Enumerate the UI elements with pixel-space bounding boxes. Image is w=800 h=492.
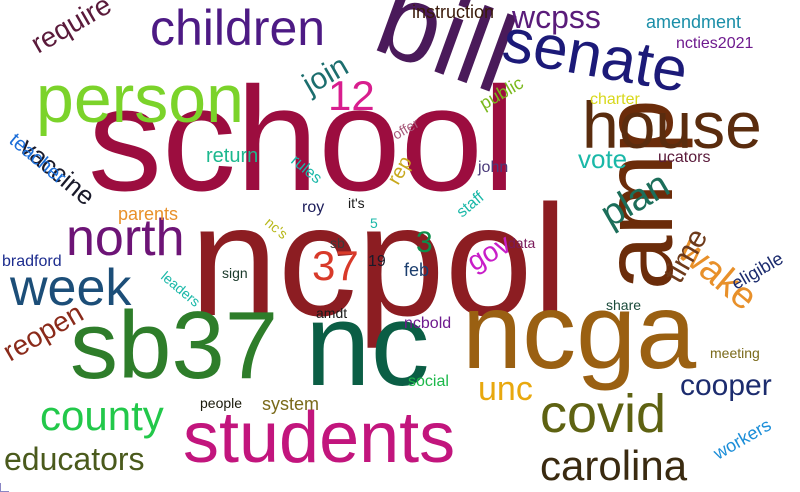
- word-sb37: sb37: [70, 292, 278, 399]
- word-it-s: it's: [348, 195, 365, 211]
- word-amp: amp: [583, 99, 693, 290]
- corner-mark: [0, 483, 9, 492]
- word-workers: workers: [709, 415, 774, 464]
- word-system: system: [262, 394, 319, 414]
- word-share: share: [606, 297, 641, 313]
- word-amendment: amendment: [646, 12, 741, 32]
- word-parents: parents: [118, 204, 178, 224]
- word-children: children: [150, 0, 325, 56]
- word-instruction: instruction: [412, 2, 494, 22]
- word-ncbold: ncbold: [404, 315, 451, 332]
- word-require: require: [26, 0, 117, 59]
- word-county: county: [40, 392, 164, 439]
- word-sb: sb: [330, 235, 345, 251]
- word-meeting: meeting: [710, 345, 760, 361]
- word-house: house: [582, 88, 762, 162]
- word-sign: sign: [222, 265, 248, 281]
- word-return: return: [206, 145, 258, 167]
- word-cooper: cooper: [680, 369, 772, 402]
- word-students: students: [183, 398, 455, 478]
- word-social: social: [408, 373, 449, 390]
- word-37: 37: [312, 242, 359, 289]
- word-ncga: ncga: [462, 270, 697, 391]
- word-john: john: [477, 159, 508, 176]
- word-school: school: [88, 57, 516, 222]
- word-12: 12: [328, 72, 375, 119]
- word-carolina: carolina: [540, 442, 688, 489]
- word-roy: roy: [302, 199, 324, 216]
- word-ucators: ucators: [658, 149, 710, 166]
- word-educators: educators: [4, 441, 145, 477]
- word-north: north: [66, 209, 185, 267]
- word-person: person: [36, 61, 244, 137]
- word-19: 19: [368, 253, 386, 270]
- word-unc: unc: [478, 370, 533, 408]
- word-5: 5: [370, 215, 378, 231]
- word-feb: feb: [404, 260, 429, 280]
- word-amdt: amdt: [316, 305, 347, 321]
- word-ncpol: ncpol: [190, 173, 568, 349]
- word-week: week: [9, 259, 132, 317]
- word-data: data: [508, 235, 535, 251]
- word-bradford: bradford: [2, 253, 62, 270]
- word-charter: charter: [590, 91, 640, 108]
- word-vote: vote: [578, 144, 627, 174]
- word-wcpss: wcpss: [511, 0, 601, 35]
- word-people: people: [200, 395, 242, 411]
- word-ncties2021: ncties2021: [676, 35, 753, 52]
- word-nc: nc: [305, 279, 430, 411]
- word-3: 3: [416, 226, 433, 259]
- word-covid: covid: [540, 384, 666, 444]
